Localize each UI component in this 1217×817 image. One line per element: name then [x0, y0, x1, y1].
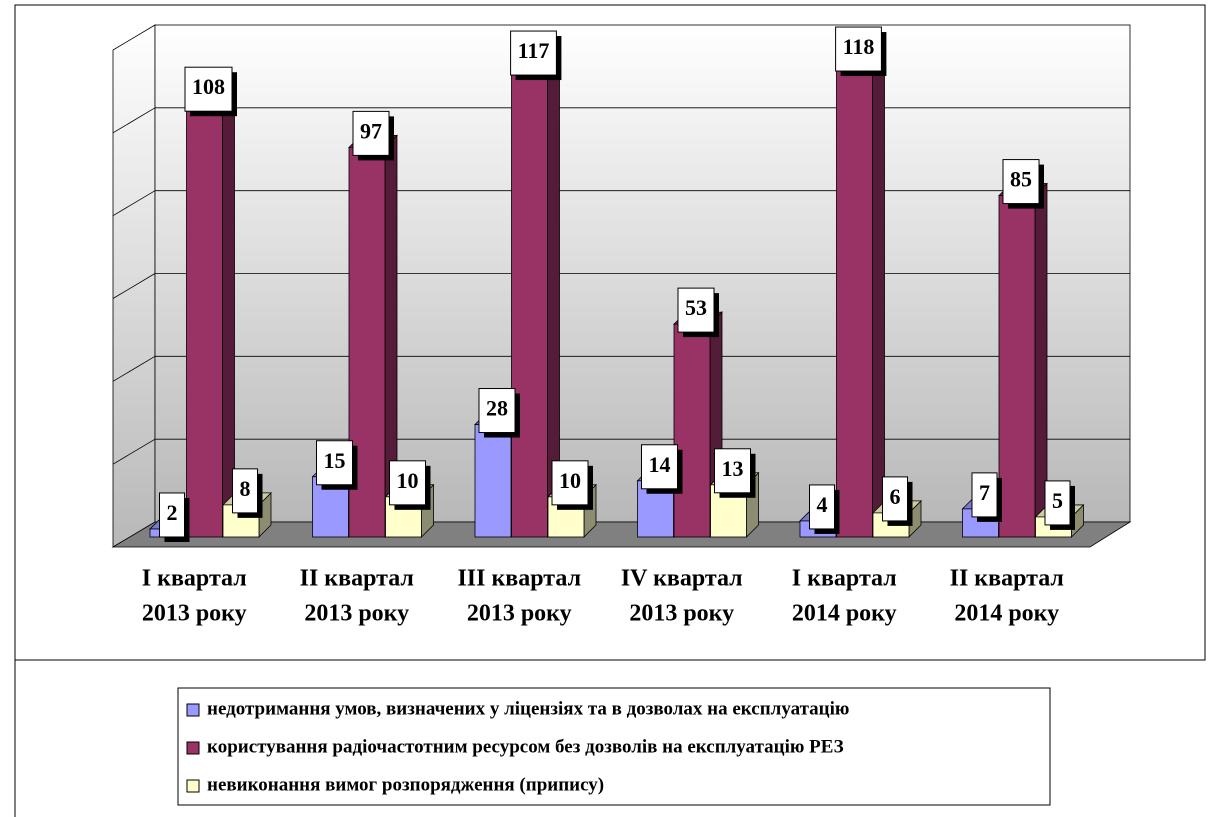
value-label: 97: [360, 118, 382, 143]
x-tick-label: І квартал: [142, 566, 247, 592]
value-label-box: [232, 468, 258, 514]
bar-front: [998, 195, 1036, 538]
value-label: 117: [518, 38, 550, 63]
bar: [835, 50, 886, 538]
chart-frame: [14, 4, 1206, 661]
bar-front: [511, 66, 548, 538]
x-tick-label: ІІ квартал: [300, 566, 414, 592]
value-label: 10: [397, 468, 419, 493]
value-label: 2: [167, 500, 178, 525]
bar-front: [474, 424, 512, 538]
legend-label: недотримання умов, визначених у ліцензія…: [207, 698, 849, 719]
bar: [510, 54, 561, 538]
value-label: 85: [1010, 167, 1032, 192]
legend: [177, 687, 1051, 806]
x-tick-label: IV квартал: [621, 566, 743, 592]
grid-line: [112, 107, 156, 134]
x-tick-label: ІІ квартал: [950, 566, 1064, 592]
bar: [185, 90, 236, 538]
value-label: 14: [649, 452, 671, 477]
value-label: 15: [324, 448, 346, 473]
x-tick-label: 2014 року: [792, 601, 897, 627]
value-label-box: [882, 476, 908, 522]
value-label-box: [1002, 159, 1040, 205]
x-tick-label: 2013 року: [304, 601, 409, 627]
value-label: 6: [890, 484, 901, 509]
legend-swatch: [186, 779, 200, 793]
grid-line: [112, 438, 156, 465]
value-label: 118: [843, 34, 875, 59]
value-label-box: [389, 460, 426, 506]
bar-front: [186, 102, 223, 538]
bar-front: [836, 62, 873, 538]
value-label: 8: [240, 476, 251, 501]
value-label-box: [316, 440, 353, 486]
value-label-box: [510, 30, 557, 76]
value-label: 108: [192, 74, 225, 99]
value-label-box: [184, 66, 233, 112]
value-label: 5: [1052, 488, 1063, 513]
x-tick-label: 2013 року: [629, 601, 734, 627]
x-tick-label: І квартал: [792, 566, 897, 592]
value-label-box: [352, 110, 390, 156]
legend-swatch: [186, 703, 200, 717]
value-label-box: [641, 444, 678, 490]
x-tick-label: ІІІ квартал: [457, 566, 581, 592]
legend-label: користування радіочастотним ресурсом без…: [207, 736, 844, 757]
x-tick-label: 2013 року: [467, 601, 572, 627]
value-label: 4: [817, 492, 828, 517]
value-label-box: [159, 492, 185, 538]
value-label: 7: [979, 480, 990, 505]
x-tick-label: 2013 року: [142, 601, 247, 627]
value-label-box: [835, 26, 882, 72]
value-label-box: [971, 472, 998, 518]
legend-swatch: [186, 741, 200, 755]
x-tick-label: 2014 року: [954, 601, 1059, 627]
value-label-box: [714, 448, 751, 494]
value-label: 53: [685, 295, 707, 320]
value-label-box: [551, 460, 589, 506]
value-label: 13: [722, 456, 744, 481]
value-label-box: [1044, 480, 1071, 526]
value-label-box: [677, 287, 715, 333]
grid-line: [112, 190, 156, 217]
grid-line: [112, 355, 156, 382]
bar: [998, 182, 1048, 538]
grid: [112, 107, 1130, 465]
legend-label: невиконання вимог розпорядження (припису…: [207, 774, 604, 795]
bar-side: [872, 50, 885, 538]
value-label-box: [809, 484, 835, 530]
value-label: 28: [486, 396, 508, 421]
grid-line: [112, 273, 156, 299]
value-label-box: [478, 388, 516, 434]
bar-front: [673, 323, 711, 538]
value-label: 10: [559, 468, 581, 493]
